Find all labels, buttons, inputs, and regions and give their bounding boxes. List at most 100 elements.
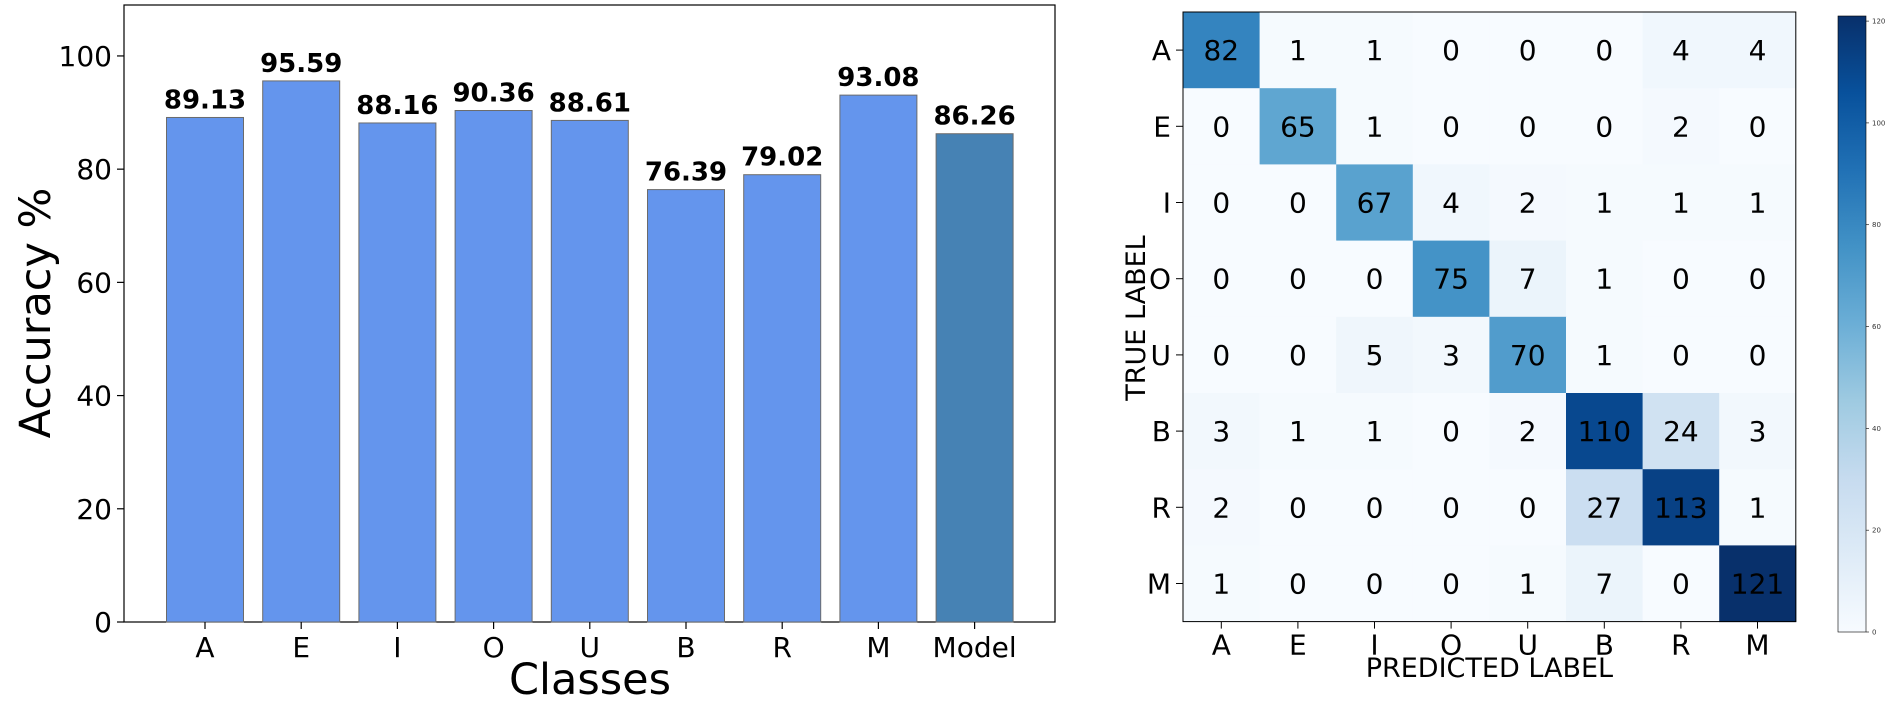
colorbar: 0 20 40 60 80 100 120: [1837, 15, 1885, 637]
cell-value-label: 75: [1433, 263, 1469, 296]
heatmap-cell: [1719, 12, 1797, 89]
heatmap-x-tick-label: A: [1212, 629, 1231, 662]
cell-value-label: 27: [1586, 491, 1622, 524]
cell-value-label: 4: [1442, 187, 1460, 220]
heatmap-cell: [1566, 240, 1644, 318]
heatmap-cell: [1566, 316, 1644, 394]
cell-value-label: 3: [1442, 339, 1460, 372]
x-tick-label: Model: [933, 631, 1017, 664]
bar: [935, 133, 1014, 623]
heatmap-cell: [1489, 545, 1567, 623]
heatmap-cell: [1489, 12, 1567, 89]
bar-value-label: 89.13: [164, 85, 246, 115]
heatmap-cell: [1259, 469, 1337, 546]
cell-value-label: 3: [1749, 415, 1767, 448]
cell-value-label: 1: [1212, 568, 1230, 601]
heatmap-cell: [1412, 393, 1490, 470]
colorbar-tick-label: 120: [1872, 18, 1885, 26]
cell-value-label: 0: [1749, 339, 1767, 372]
heatmap-cell: [1412, 88, 1490, 165]
bar-value-label: 86.26: [933, 102, 1015, 132]
heatmap-y-tick-label: B: [1152, 415, 1171, 448]
bar-value-label: 90.36: [452, 79, 534, 109]
cell-value-label: 0: [1289, 339, 1307, 372]
heatmap-cell: [1412, 12, 1490, 89]
heatmap-cell: [1259, 393, 1337, 470]
cell-value-label: 1: [1289, 415, 1307, 448]
heatmap-cell: [1642, 316, 1720, 394]
cell-value-label: 0: [1366, 491, 1384, 524]
heatmap-x-tick-label: E: [1289, 629, 1307, 662]
heatmap-cell: [1336, 88, 1414, 165]
heatmap-cell: [1489, 164, 1567, 242]
cell-value-label: 0: [1212, 187, 1230, 220]
heatmap-cell: [1336, 545, 1414, 623]
cell-value-label: 0: [1366, 263, 1384, 296]
cell-value-label: 1: [1595, 263, 1613, 296]
cell-value-label: 0: [1289, 187, 1307, 220]
cell-value-label: 0: [1289, 568, 1307, 601]
bar: [743, 174, 822, 623]
cell-value-label: 65: [1280, 110, 1316, 143]
cell-value-label: 1: [1366, 34, 1384, 67]
heatmap-cell: [1183, 316, 1261, 394]
heatmap-cell: [1412, 316, 1490, 394]
heatmap-cell: [1642, 545, 1720, 623]
bar: [550, 119, 629, 623]
heatmap-y-tick-label: U: [1151, 339, 1172, 372]
cell-value-label: 0: [1289, 263, 1307, 296]
colorbar-tick-label: 40: [1872, 425, 1881, 433]
cell-value-label: 1: [1595, 187, 1613, 220]
colorbar-tick-label: 60: [1872, 323, 1881, 331]
bar-value-label: 76.39: [645, 158, 727, 188]
cell-value-label: 121: [1731, 568, 1784, 601]
heatmap-cell: [1259, 545, 1337, 623]
heatmap-cell: [1642, 393, 1720, 470]
cell-value-label: 110: [1578, 415, 1631, 448]
heatmap-cell: [1566, 12, 1644, 89]
cell-value-label: 4: [1749, 34, 1767, 67]
bar: [358, 122, 437, 623]
heatmap-cell: [1642, 88, 1720, 165]
cell-value-label: 0: [1212, 110, 1230, 143]
bar: [262, 80, 341, 623]
heatmap-x-tick-label: M: [1745, 629, 1769, 662]
heatmap-x-tick-label: R: [1671, 629, 1690, 662]
x-tick-label: M: [866, 631, 890, 664]
cell-value-label: 70: [1510, 339, 1546, 372]
heatmap-cell: [1259, 316, 1337, 394]
cell-value-label: 0: [1519, 34, 1537, 67]
cell-value-label: 0: [1289, 491, 1307, 524]
cell-value-label: 0: [1212, 263, 1230, 296]
heatmap-cell: [1566, 164, 1644, 242]
heatmap-cell: [1719, 545, 1797, 623]
heatmap-cell: [1183, 469, 1261, 546]
heatmap-y-tick-label: E: [1153, 110, 1171, 143]
heatmap-y-tick-label: I: [1163, 187, 1171, 220]
cell-value-label: 0: [1672, 339, 1690, 372]
bar-value-label: 95.59: [260, 49, 342, 79]
heatmap-x-tick-label: B: [1595, 629, 1614, 662]
y-tick-label: 40: [76, 380, 112, 413]
heatmap-cell: [1489, 393, 1567, 470]
cell-value-label: 4: [1672, 34, 1690, 67]
heatmap-cell: [1412, 240, 1490, 318]
heatmap-cell: [1259, 12, 1337, 89]
heatmap-x-tick-label: U: [1517, 629, 1538, 662]
cell-value-label: 0: [1442, 110, 1460, 143]
heatmap-cell: [1412, 164, 1490, 242]
heatmap-cell: [1183, 164, 1261, 242]
cell-value-label: 7: [1519, 263, 1537, 296]
heatmap-cell: [1336, 240, 1414, 318]
heatmap-cell: [1259, 88, 1337, 165]
confusion-matrix-heatmap: 82 1 1 0 0 0 4 40 65 1 0 0 0 2 00 0 67 4 2 1 1 10 0 0 75 7 1 0 00 0 5 3…: [1121, 11, 1797, 684]
cell-value-label: 0: [1442, 415, 1460, 448]
heatmap-cell: [1719, 164, 1797, 242]
y-tick-label: 0: [94, 606, 112, 639]
heatmap-cell: [1489, 240, 1567, 318]
heatmap-cell: [1336, 393, 1414, 470]
x-tick-label: I: [393, 631, 401, 664]
cell-value-label: 1: [1519, 568, 1537, 601]
accuracy-bar-chart: 0 20 40 60 80 100 89.13 A 95.59 E 88.16 I 90.36 O 88.6…: [11, 4, 1056, 705]
heatmap-cell: [1719, 88, 1797, 165]
